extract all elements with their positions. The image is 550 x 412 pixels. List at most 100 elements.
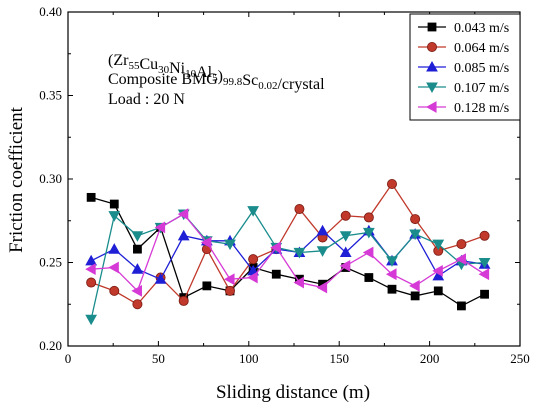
data-point [316,224,329,236]
axis-ticks: 0 50 100 150 200 250 0.20 0.25 0.30 0.35 0.40 [39,4,530,366]
legend-label: 0.085 m/s [454,61,509,76]
annotation-text: Ni [169,60,186,77]
data-point [177,208,189,220]
series-2 [86,179,490,310]
y-tick-label: 0.20 [39,338,62,353]
data-point [86,277,97,288]
y-tick-label: 0.30 [39,171,62,186]
annotation-subscript: 5 [212,72,218,84]
legend-label: 0.064 m/s [454,41,509,56]
data-point [154,273,167,284]
annotation-subscript: 30 [158,64,170,76]
annotation-subscript: 99.8 [223,76,243,88]
legend-label: 0.107 m/s [454,81,509,96]
legend: 0.043 m/s 0.064 m/s 0.085 m/s 0.107 m/s 0.12… [409,13,521,121]
series-line-3 [90,229,485,281]
data-point [339,246,352,258]
data-point [410,214,421,225]
data-point [364,273,374,282]
data-point [433,286,443,296]
data-point [432,239,445,251]
annotation-subscript: 0.02 [258,80,277,92]
data-point [178,295,189,306]
data-point [456,239,467,250]
series-line-2 [90,182,485,306]
legend-label: 0.128 m/s [454,101,509,116]
annotation-block: (Zr55Cu30Ni10Al5)99.8Sc0.02/crystal Comp… [108,52,325,108]
data-point [154,221,166,234]
data-point [247,271,258,284]
data-point [85,314,98,326]
data-point [224,285,235,296]
data-point [108,261,119,274]
data-point [409,280,420,292]
annotation-text: ( [108,52,113,69]
data-point [293,247,306,259]
data-point [339,259,351,272]
data-point [202,281,212,291]
annotation-load: Load : 20 N [108,91,185,108]
annotation-text: ) [218,68,223,85]
x-tick-label: 100 [239,351,259,366]
series-line-4 [90,209,485,320]
data-point [224,239,236,251]
data-point [362,227,375,239]
data-point [387,284,397,294]
data-point [248,254,259,265]
data-point [386,179,397,190]
data-point [200,236,212,249]
data-point [409,229,422,241]
data-point [339,231,352,242]
annotation-text: Zr [113,52,129,69]
series-3 [85,224,491,284]
legend-label: 0.043 m/s [454,21,509,36]
x-axis-title: Sliding distance (m) [216,382,370,403]
legend-marker [427,22,437,32]
y-axis-title: Friction coefficient [6,106,27,253]
legend-marker [426,60,438,72]
data-point [132,299,143,310]
data-point [108,243,121,254]
data-point [247,206,260,217]
annotation-composition: (Zr55Cu30Ni10Al5)99.8Sc0.02/crystal [108,52,325,93]
data-point [223,273,235,286]
data-point [478,257,491,269]
data-point [340,210,351,221]
data-point [86,192,96,202]
y-tick-label: 0.25 [39,255,62,270]
x-tick-label: 250 [510,351,530,366]
data-point [457,301,466,311]
data-point [108,211,121,222]
data-point [85,254,98,266]
x-tick-label: 200 [420,351,440,366]
data-point [455,253,466,266]
data-point [410,291,420,301]
data-point [294,204,305,215]
annotation-subscript: 10 [185,68,197,80]
data-point [362,246,374,259]
data-point [316,281,328,294]
data-point [133,244,142,254]
data-point [131,231,144,242]
x-tick-label: 0 [65,351,72,366]
annotation-text: Cu [139,56,158,73]
legend-marker [425,101,437,113]
data-point [131,263,144,274]
data-point [293,276,304,289]
legend-marker [426,42,437,53]
x-tick-label: 50 [152,351,165,366]
data-point [432,264,443,277]
legend-marker [426,82,438,94]
x-tick-label: 150 [329,351,349,366]
series-lines [85,179,491,326]
data-point [385,268,397,281]
data-point [363,212,374,223]
data-point [109,285,120,296]
data-point [480,289,489,299]
data-point [85,263,96,276]
y-tick-label: 0.40 [39,4,62,19]
data-point [479,230,490,241]
annotation-text: Sc [242,72,258,89]
data-point [131,285,142,297]
